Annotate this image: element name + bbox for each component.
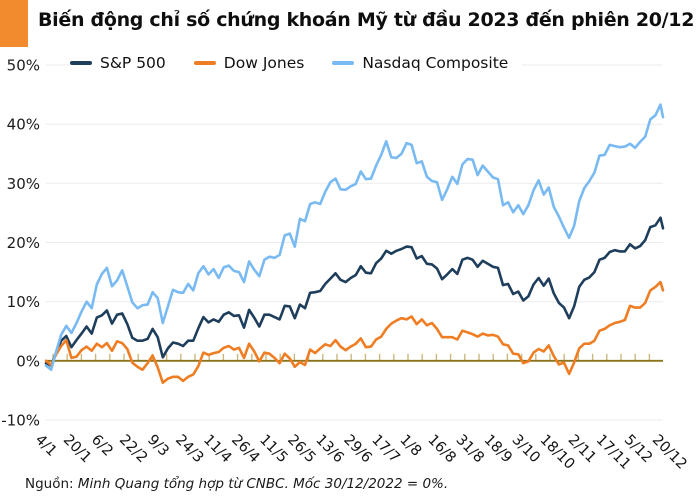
y-axis-tick-label: 20% — [7, 234, 40, 252]
x-axis-tick-label: 24/3 — [172, 432, 206, 466]
page-title: Biến động chỉ số chứng khoán Mỹ từ đầu 2… — [38, 9, 695, 31]
x-axis-tick-label: 20/12 — [649, 432, 690, 473]
y-axis-tick-label: 40% — [7, 116, 40, 134]
x-axis-tick-label: 3/10 — [509, 432, 543, 466]
y-axis-tick-label: 10% — [7, 293, 40, 311]
x-axis-tick-label: 31/8 — [453, 432, 487, 466]
x-axis-tick-label: 11/5 — [256, 432, 290, 466]
legend-item-dow: Dow Jones — [193, 54, 305, 72]
x-axis-tick-label: 4/1 — [32, 432, 60, 460]
x-axis-tick-label: 16/8 — [424, 432, 458, 466]
source-label: Nguồn: — [25, 476, 74, 492]
source-note: Nguồn: Minh Quang tổng hợp từ CNBC. Mốc … — [25, 476, 448, 492]
x-axis-tick-label: 18/9 — [481, 432, 515, 466]
chart-legend: S&P 500 Dow Jones Nasdaq Composite — [70, 52, 523, 74]
source-text: Minh Quang tổng hợp từ CNBC. Mốc 30/12/2… — [77, 476, 449, 492]
x-axis-tick-label: 29/6 — [340, 432, 374, 466]
series-line-nasdaq — [44, 103, 665, 372]
y-axis-tick-label: 0% — [16, 352, 40, 370]
x-axis-tick-label: 22/2 — [116, 432, 150, 466]
y-axis-tick-label: 30% — [7, 175, 40, 193]
x-axis-tick-label: 26/5 — [284, 432, 318, 466]
x-axis-tick-label: 17/7 — [368, 432, 402, 466]
x-axis-tick-label: 13/6 — [312, 432, 346, 466]
series-line-sp500 — [44, 216, 665, 367]
y-axis-tick-label: -10% — [1, 412, 40, 430]
series-line-dow — [44, 280, 665, 385]
nasdaq-line-swatch-icon — [332, 61, 355, 65]
legend-item-sp500: S&P 500 — [70, 54, 166, 72]
dow-line-swatch-icon — [193, 61, 216, 65]
legend-label-nasdaq: Nasdaq Composite — [362, 54, 509, 72]
accent-bar — [0, 0, 28, 47]
x-axis-tick-label: 20/1 — [60, 432, 94, 466]
x-axis-tick-label: 26/4 — [228, 432, 262, 466]
legend-label-dow: Dow Jones — [223, 54, 305, 72]
x-axis-tick-label: 11/4 — [200, 432, 234, 466]
legend-item-nasdaq: Nasdaq Composite — [332, 54, 508, 72]
y-axis-tick-label: 50% — [7, 57, 40, 75]
legend-label-sp500: S&P 500 — [100, 54, 166, 72]
sp500-line-swatch-icon — [70, 61, 92, 65]
